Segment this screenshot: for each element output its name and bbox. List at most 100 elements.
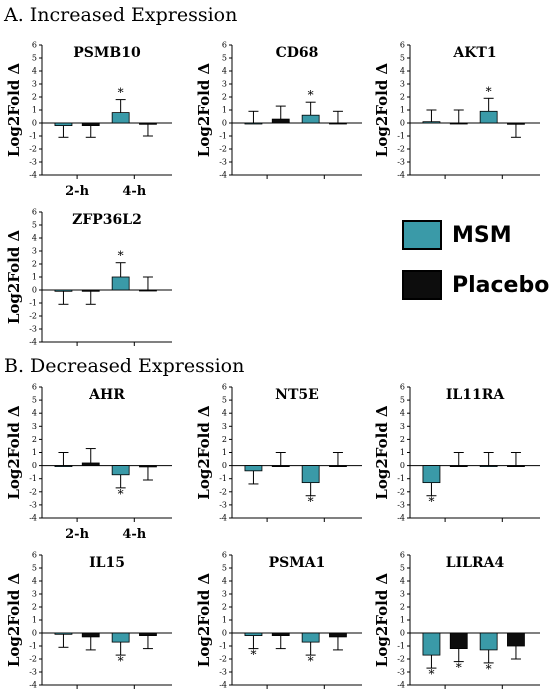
chart-zfp36l2-sig-msm-4-h: * <box>118 249 124 263</box>
chart-psmb10-y-tick-label: -4 <box>29 171 37 180</box>
chart-nt5e-bar-msm-4-h <box>301 465 320 484</box>
chart-akt1-y-label: Log2Fold Δ <box>373 62 391 157</box>
chart-zfp36l2-bar-msm-2-h <box>54 289 73 292</box>
chart-psma1-y-tick-label: -1 <box>219 642 227 651</box>
chart-psmb10-y-tick-label: 0 <box>32 119 37 128</box>
chart-lilra4-y-tick-label: -1 <box>397 642 405 651</box>
chart-ahr-x-tick-label: 4-h <box>122 527 146 542</box>
chart-il11ra-y-tick-label: 0 <box>400 461 405 470</box>
chart-ahr-bar-placebo-4-h <box>139 465 157 468</box>
legend-item-placebo: Placebo <box>402 268 549 302</box>
chart-psmb10-sig-msm-4-h: * <box>118 86 124 100</box>
chart-zfp36l2-y-label: Log2Fold Δ <box>5 229 23 324</box>
chart-akt1-y-tick-label: 2 <box>400 93 405 102</box>
chart-zfp36l2-title: ZFP36L2 <box>72 212 142 228</box>
chart-psma1-y-label: Log2Fold Δ <box>195 572 213 667</box>
chart-lilra4-y-tick-label: -4 <box>397 681 405 690</box>
chart-il15-y-tick-label: 6 <box>32 551 37 560</box>
chart-psma1-y-tick-label: 3 <box>222 590 227 599</box>
chart-lilra4-bar-msm-4-h <box>479 632 498 651</box>
chart-ahr-y-tick-label: 2 <box>32 435 37 444</box>
chart-il15-y-tick-label: -3 <box>29 668 37 677</box>
chart-il15-bar-msm-2-h <box>54 632 73 635</box>
chart-cd68-y-tick-label: 2 <box>222 93 227 102</box>
chart-cd68-y-tick-label: -1 <box>219 132 227 141</box>
chart-lilra4-sig-placebo-2-h: * <box>456 661 462 675</box>
chart-il11ra-y-tick-label: 2 <box>400 435 405 444</box>
chart-cd68-y-tick-label: 3 <box>222 80 227 89</box>
chart-nt5e-y-label: Log2Fold Δ <box>195 405 213 500</box>
chart-psmb10-y-tick-label: 6 <box>32 41 37 50</box>
chart-il15-y-tick-label: -4 <box>29 681 37 690</box>
chart-psmb10-y-tick-label: 5 <box>32 54 37 63</box>
chart-nt5e-y-tick-label: 2 <box>222 435 227 444</box>
chart-cd68-y-tick-label: -2 <box>219 145 227 154</box>
chart-il11ra-y-tick-label: 6 <box>400 383 405 392</box>
chart-nt5e-bar-placebo-4-h <box>329 465 347 468</box>
legend-label-msm: MSM <box>452 222 512 248</box>
chart-il15-y-tick-label: 3 <box>32 590 37 599</box>
chart-nt5e-y-tick-label: 4 <box>222 409 227 418</box>
chart-ahr-y-tick-label: -3 <box>29 500 37 509</box>
chart-psmb10-y-tick-label: -2 <box>29 145 37 154</box>
chart-psmb10-y-label: Log2Fold Δ <box>5 62 23 157</box>
chart-akt1-y-tick-label: 0 <box>400 119 405 128</box>
chart-ahr-y-tick-label: 3 <box>32 422 37 431</box>
chart-psma1-bar-msm-2-h <box>244 632 263 636</box>
chart-zfp36l2-y-tick-label: -1 <box>29 299 37 308</box>
chart-il11ra-y-tick-label: -2 <box>397 487 405 496</box>
chart-ahr-y-tick-label: 1 <box>32 448 37 457</box>
chart-psmb10-x-tick-label: 2-h <box>65 184 89 199</box>
chart-akt1-y-tick-label: -3 <box>397 158 405 167</box>
chart-lilra4-y-tick-label: 6 <box>400 551 405 560</box>
section-b-title: B. Decreased Expression <box>4 355 245 377</box>
chart-nt5e-y-tick-label: 1 <box>222 448 227 457</box>
chart-psmb10-y-tick-label: -1 <box>29 132 37 141</box>
chart-lilra4-y-tick-label: 3 <box>400 590 405 599</box>
chart-il11ra-y-tick-label: 1 <box>400 448 405 457</box>
chart-akt1-bar-placebo-4-h <box>507 122 525 125</box>
chart-il15-y-tick-label: 0 <box>32 629 37 638</box>
chart-ahr-y-label: Log2Fold Δ <box>5 405 23 500</box>
chart-psma1-y-tick-label: -4 <box>219 681 227 690</box>
chart-akt1-sig-msm-4-h: * <box>486 84 492 98</box>
chart-psma1-y-tick-label: 6 <box>222 551 227 560</box>
chart-zfp36l2-y-tick-label: 2 <box>32 260 37 269</box>
chart-cd68-bar-msm-4-h <box>301 114 320 124</box>
chart-akt1-bar-placebo-2-h <box>449 122 468 125</box>
chart-il11ra-bar-placebo-4-h <box>507 465 525 468</box>
chart-cd68-bar-placebo-2-h <box>271 118 290 124</box>
chart-lilra4-sig-msm-2-h: * <box>428 667 434 681</box>
chart-cd68-sig-msm-4-h: * <box>308 88 314 102</box>
chart-psmb10-y-tick-label: -3 <box>29 158 37 167</box>
chart-il15-y-tick-label: 2 <box>32 603 37 612</box>
chart-il15-y-tick-label: 5 <box>32 564 37 573</box>
chart-cd68-title: CD68 <box>276 45 319 61</box>
chart-lilra4-y-tick-label: 0 <box>400 629 405 638</box>
chart-psmb10-y-tick-label: 4 <box>32 67 37 76</box>
chart-lilra4-title: LILRA4 <box>446 555 505 571</box>
chart-psma1-bar-placebo-4-h <box>329 632 347 638</box>
chart-il11ra-y-tick-label: 4 <box>400 409 405 418</box>
chart-cd68-y-tick-label: 0 <box>222 119 227 128</box>
chart-akt1-y-tick-label: -1 <box>397 132 405 141</box>
chart-zfp36l2-bar-placebo-2-h <box>81 289 100 292</box>
chart-lilra4-y-tick-label: 4 <box>400 577 405 586</box>
chart-lilra4-y-tick-label: 1 <box>400 616 405 625</box>
chart-lilra4-y-tick-label: 5 <box>400 564 405 573</box>
chart-il11ra-y-label: Log2Fold Δ <box>373 405 391 500</box>
chart-akt1-bar-msm-4-h <box>479 110 498 124</box>
chart-ahr-bar-msm-2-h <box>54 465 73 468</box>
chart-lilra4-bar-placebo-2-h <box>449 632 468 650</box>
chart-lilra4-bar-placebo-4-h <box>507 632 525 647</box>
legend-label-placebo: Placebo <box>452 272 550 298</box>
chart-il15-bar-placebo-2-h <box>81 632 100 638</box>
chart-lilra4-sig-msm-4-h: * <box>486 662 492 676</box>
chart-ahr-y-tick-label: 5 <box>32 396 37 405</box>
chart-psma1-y-tick-label: -3 <box>219 668 227 677</box>
chart-akt1-bar-msm-2-h <box>422 121 441 124</box>
chart-ahr-sig-msm-4-h: * <box>118 487 124 501</box>
chart-il15-y-tick-label: -1 <box>29 642 37 651</box>
chart-il15-bar-msm-4-h <box>111 632 130 643</box>
